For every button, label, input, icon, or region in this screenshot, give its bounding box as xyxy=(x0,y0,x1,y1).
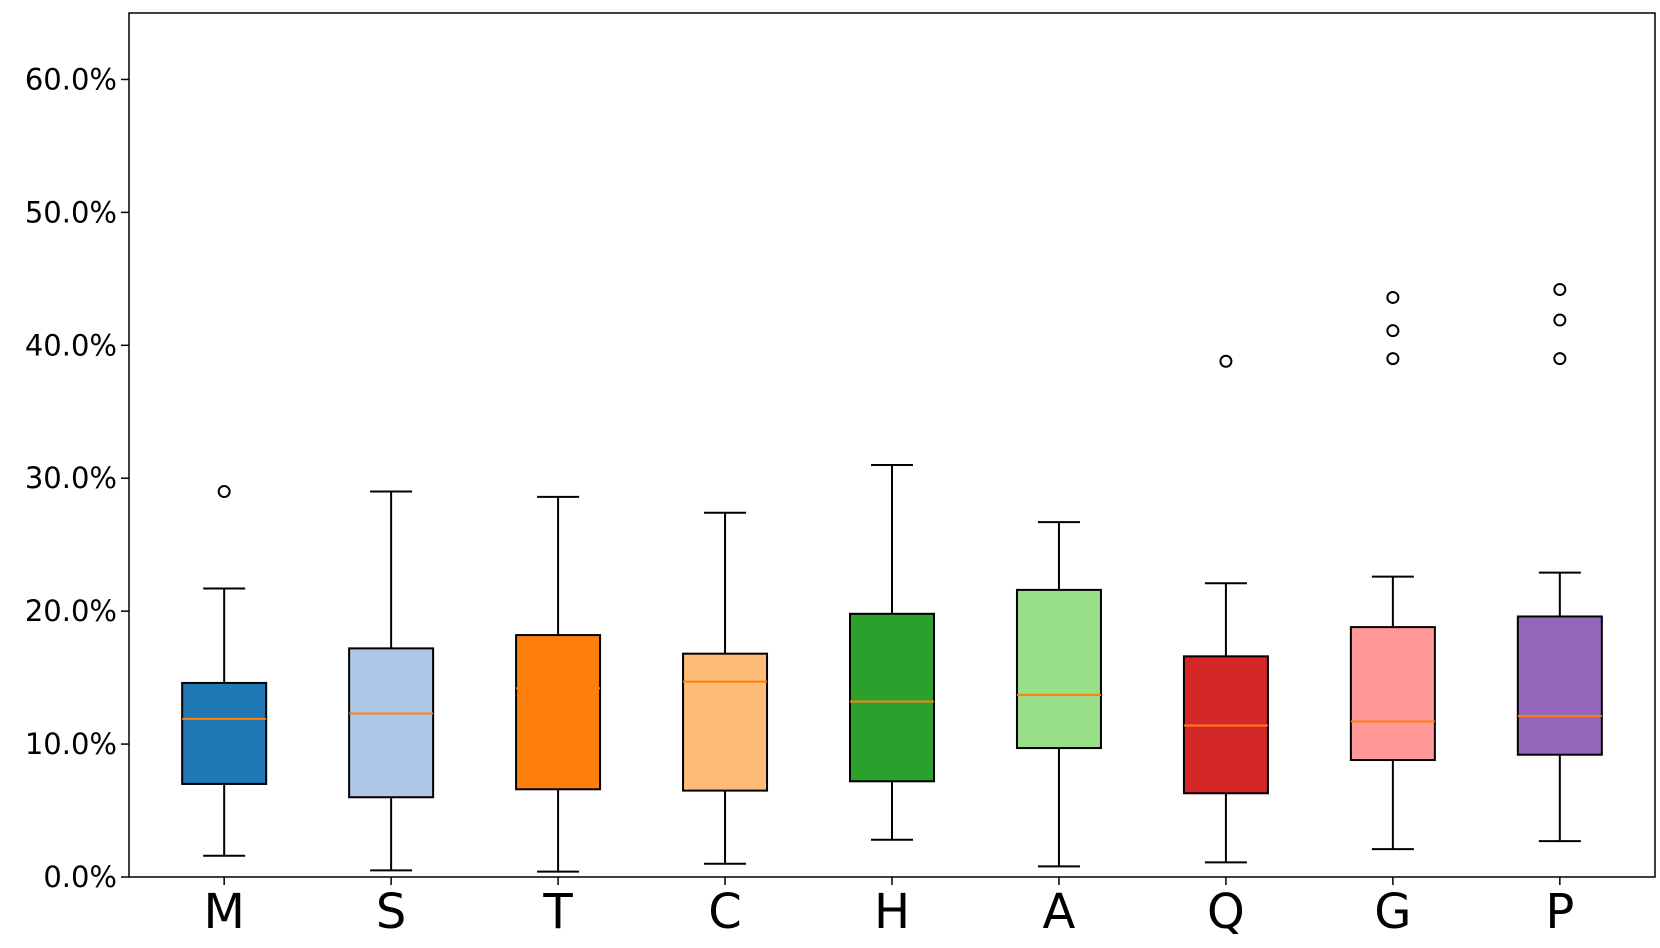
outlier-point xyxy=(1553,282,1567,296)
y-tick-label: 30.0% xyxy=(25,461,117,495)
y-tick-label: 10.0% xyxy=(25,727,117,761)
x-tick-label: P xyxy=(1545,884,1574,940)
x-tick-label: M xyxy=(203,884,244,940)
box-group-p xyxy=(1516,282,1603,843)
y-tick-label: 60.0% xyxy=(25,62,117,96)
box-iqr xyxy=(682,652,769,792)
outlier-point xyxy=(1386,324,1400,338)
box-group-q xyxy=(1182,354,1269,864)
box-group-a xyxy=(1015,521,1102,868)
y-tick-label: 0.0% xyxy=(43,860,117,894)
box-iqr xyxy=(1015,588,1102,750)
box-group-t xyxy=(515,495,602,873)
box-group-c xyxy=(682,511,769,865)
outlier-point xyxy=(1553,313,1567,327)
y-tick-label: 20.0% xyxy=(25,594,117,628)
outlier-point xyxy=(1219,354,1233,368)
y-tick-label: 50.0% xyxy=(25,195,117,229)
box-iqr xyxy=(181,681,268,785)
box-iqr xyxy=(849,612,935,783)
x-tick-label: C xyxy=(708,884,742,940)
box-group-s xyxy=(348,490,435,872)
box-iqr xyxy=(515,634,602,791)
x-tick-label: T xyxy=(542,884,573,940)
x-tick-label: A xyxy=(1043,884,1076,940)
box-group-g xyxy=(1349,290,1436,851)
outlier-point xyxy=(217,485,231,499)
outlier-point xyxy=(1386,290,1400,304)
y-tick-label: 40.0% xyxy=(25,328,117,362)
box-iqr xyxy=(1349,626,1436,762)
marks-layer xyxy=(181,282,1603,873)
x-tick-label: H xyxy=(874,884,910,940)
x-tick-label: G xyxy=(1374,884,1411,940)
box-group-h xyxy=(849,463,935,841)
box-iqr xyxy=(348,647,435,799)
outlier-point xyxy=(1553,352,1567,366)
box-group-m xyxy=(181,485,268,857)
x-tick-label: S xyxy=(376,884,406,940)
outlier-point xyxy=(1386,352,1400,366)
x-tick-label: Q xyxy=(1207,884,1245,940)
box-iqr xyxy=(1516,615,1603,756)
axes-layer: 0.0% 10.0% 20.0% 30.0% 40.0% 50.0% 60.0% M S T C H A… xyxy=(25,12,1656,940)
